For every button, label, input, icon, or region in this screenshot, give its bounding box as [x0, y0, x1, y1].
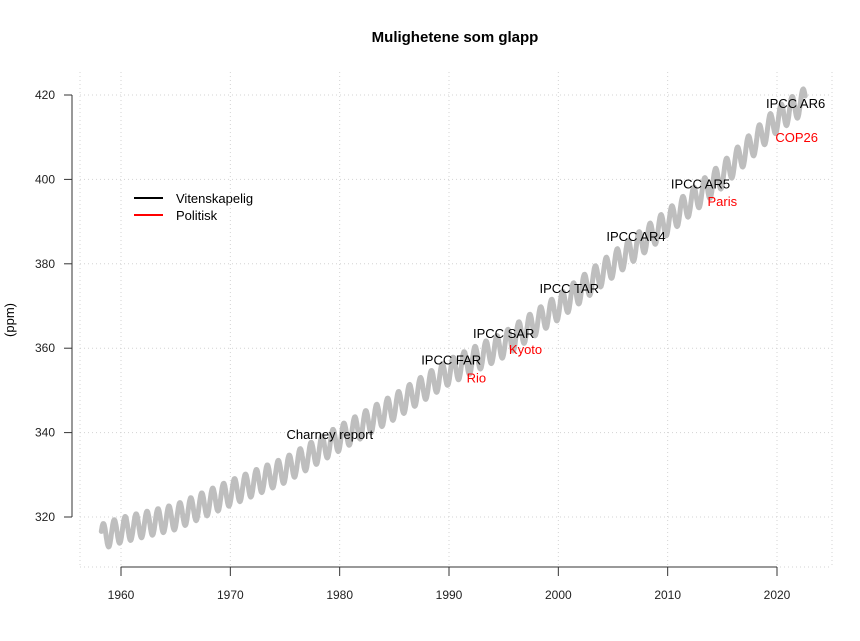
annotation-label: IPCC AR5: [671, 177, 730, 192]
legend-label: Vitenskapelig: [176, 191, 253, 206]
x-tick-label: 1960: [108, 588, 135, 602]
annotation-label: Rio: [467, 370, 487, 385]
annotation-label: IPCC TAR: [540, 281, 599, 296]
x-tick-label: 2010: [654, 588, 681, 602]
x-tick-label: 2020: [764, 588, 791, 602]
legend: Vitenskapelig Politisk: [134, 191, 253, 223]
annotation-label: IPCC SAR: [473, 326, 534, 341]
annotation-label: IPCC FAR: [421, 353, 481, 368]
y-tick-label: 400: [35, 172, 55, 186]
grid: [79, 72, 833, 568]
x-tick-label: 1970: [217, 588, 244, 602]
annotation-label: IPCC AR4: [606, 229, 665, 244]
y-axis-label: (ppm): [2, 303, 17, 337]
axes: 1960 1970 1980 1990 2000 2010 2020 320 340 360 380…: [35, 88, 791, 602]
legend-label: Politisk: [176, 208, 218, 223]
y-tick-label: 320: [35, 510, 55, 524]
annotation-label: COP26: [775, 130, 818, 145]
y-tick-label: 340: [35, 426, 55, 440]
co2-series-line: [98, 86, 808, 550]
annotation-label: Paris: [708, 194, 738, 209]
annotation-label: IPCC AR6: [766, 96, 825, 111]
series: [98, 86, 808, 550]
y-tick-label: 380: [35, 257, 55, 271]
x-tick-label: 1980: [326, 588, 353, 602]
x-tick-label: 1990: [436, 588, 463, 602]
annotation-label: Charney report: [286, 427, 373, 442]
y-tick-label: 360: [35, 341, 55, 355]
chart-title: Mulighetene som glapp: [372, 29, 539, 46]
annotation-label: Kyoto: [509, 342, 542, 357]
y-tick-label: 420: [35, 88, 55, 102]
x-tick-label: 2000: [545, 588, 572, 602]
